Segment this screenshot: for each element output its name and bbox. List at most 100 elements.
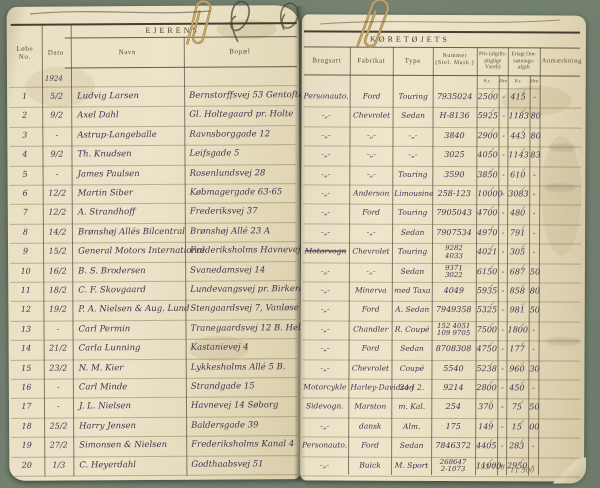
cell-pris-ore: -	[501, 286, 505, 296]
cell-bopael: Frederiksholms Havnevej 8	[190, 245, 309, 256]
cell-dato: 27/2	[49, 440, 68, 450]
cell-type: Sedan	[401, 111, 425, 121]
cell-lobe-no: 5	[22, 169, 28, 179]
cell-fabrikat: Harley-Davidson	[350, 382, 414, 392]
pencil-tick: ✓	[489, 301, 495, 309]
cell-pris-kr: 2500 ✓	[477, 88, 499, 102]
cell-nummer: 7907534	[436, 227, 472, 237]
cell-pris-kr: 5925 ✓	[477, 107, 498, 121]
cell-navn: Ludvig Larsen	[77, 91, 140, 102]
table-row: -„- Minerva med Taxa 4049 5935 ✓ -858 ✓ 80	[301, 282, 585, 303]
cell-nummer: 8708308	[435, 344, 472, 354]
cell-nummer: 7846372	[435, 441, 471, 451]
cell-afgift-ore: 80	[530, 111, 541, 121]
cell-afgift-kr: 1183 ✓	[508, 107, 529, 121]
table-row: -„- Ford Touring 7905043 4700 ✓ -480 ✓ -	[301, 205, 585, 226]
cell-lobe-no: 8	[22, 227, 29, 237]
cell-nummer: 4049	[443, 286, 465, 296]
cell-brugsart: -„-	[321, 169, 331, 179]
cell-afgift-kr: 177 ✓	[509, 340, 526, 354]
cell-afgift-ore: -	[532, 169, 536, 179]
pencil-tick: ✓	[520, 359, 526, 367]
cell-afgift-kr: 75 ✓	[511, 398, 526, 412]
cell-navn: Harry Jensen	[79, 420, 137, 432]
table-row: 5 - James Paulsen Rosenlundsvej 28	[8, 165, 300, 186]
pencil-tick: ✓	[521, 127, 527, 135]
cell-dato: 25/2	[49, 421, 68, 431]
pencil-tick: ✓	[490, 185, 496, 193]
cell-bopael: Gl. Holtegaard pr. Holte	[189, 109, 294, 121]
cell-dato: 9/2	[50, 110, 64, 121]
cell-fabrikat: Buick	[359, 460, 381, 470]
pencil-tick: ✓	[521, 146, 527, 154]
cell-nummer: H-8136	[439, 111, 470, 121]
cell-afgift-ore: 50	[529, 305, 540, 315]
cell-lobe-no: 9	[22, 246, 29, 256]
cell-pris-kr: 370 ✓	[478, 398, 495, 412]
cell-nummer: 268647 2-1073	[439, 457, 467, 474]
cell-brugsart: -„-	[320, 266, 330, 276]
cell-fabrikat: Ford	[362, 208, 381, 218]
pencil-note: 193 708	[476, 463, 506, 472]
cell-bopael: Stengaardsvej 7, Vanløse	[190, 303, 299, 315]
cell-pris-ore: -	[501, 208, 505, 218]
cell-navn: Axel Dahl	[77, 110, 119, 121]
cell-lobe-no: 7	[22, 208, 28, 218]
cell-dato: 9/2	[50, 149, 64, 159]
cell-navn: General Motors International	[78, 245, 205, 257]
cell-pris-kr: 2900 ✓	[477, 127, 498, 141]
cell-afgift-kr: 415 ✓	[510, 88, 527, 102]
cell-type: Limousine	[394, 188, 434, 198]
table-row: 12 19/2 P. A. Nielsen & Aug. Lund Stengaard…	[8, 300, 300, 322]
cell-pris-kr: 10000 ✓	[477, 185, 503, 199]
cell-navn: James Paulsen	[77, 168, 140, 180]
cell-navn: Simonsen & Nielsen	[79, 440, 168, 451]
cell-afgift-ore: 80	[529, 286, 541, 296]
cell-afgift-kr: 687 ✓	[509, 262, 526, 276]
cell-lobe-no: 1	[22, 91, 28, 101]
cell-pris-ore: -	[500, 422, 504, 432]
cell-type: m. Kal.	[398, 402, 426, 412]
cell-type: R. Coupé	[394, 324, 430, 334]
table-row: 15 23/2 N. M. Kier Lykkesholms Allé 5 B.	[9, 359, 301, 380]
cell-lobe-no: 10	[20, 266, 31, 276]
table-row: -„- Chevrolet Sedan H-8136 5925 ✓ -1183 ✓ 80	[302, 108, 586, 129]
cell-type: Touring	[398, 91, 428, 101]
cell-afgift-kr: 960 ✓	[509, 359, 526, 373]
cell-navn: Carl Minde	[78, 382, 128, 393]
cell-brugsart: Sidevogn.	[306, 401, 344, 411]
cell-navn: J. L. Nielsen	[78, 401, 132, 412]
table-row: 10 16/2 B. S. Brodersen Svanedamsvej 14	[8, 262, 300, 283]
cell-lobe-no: 13	[20, 324, 32, 334]
cell-brugsart: -„-	[320, 460, 330, 470]
cell-bopael: Bernstorffsvej 53 Gentofte	[189, 90, 304, 101]
cell-bopael: Leifsgade 5	[189, 148, 240, 159]
cell-lobe-no: 16	[21, 382, 32, 392]
cell-type: -„-	[408, 150, 418, 160]
cell-type: Coupé	[399, 363, 425, 373]
pencil-tick: ✓	[489, 340, 495, 348]
cell-pris-ore: -	[500, 441, 504, 451]
pencil-tick: ✓	[520, 262, 526, 270]
cell-bopael: Købmagergade 63-65	[189, 187, 283, 198]
cell-lobe-no: 2	[22, 111, 28, 121]
cell-bopael: Godthaabsvej 51	[191, 458, 264, 470]
cell-nummer: 9371 3022	[444, 263, 463, 280]
cell-pris-kr: 3850 ✓	[477, 165, 498, 179]
cell-afgift-kr: 283 ✓	[508, 437, 526, 451]
cell-pris-ore: -	[502, 111, 505, 121]
cell-afgift-ore: -	[531, 441, 535, 451]
table-row: 19 27/2 Simonsen & Nielsen Frederiksholms K…	[9, 436, 301, 458]
cell-fabrikat: dansk	[358, 421, 382, 431]
table-row: 6 12/2 Martin Siber Købmagergade 63-65	[8, 184, 300, 206]
cell-fabrikat: Chevrolet	[352, 246, 390, 256]
pencil-tick: ✓	[521, 165, 527, 173]
cell-brugsart: Personauto.	[302, 440, 348, 450]
cell-dato: 15/2	[48, 246, 67, 256]
cell-lobe-no: 18	[21, 421, 32, 431]
page-gutter-shadow	[294, 6, 306, 482]
cell-bopael: Strandgade 15	[190, 381, 255, 392]
cell-nummer: 7905043	[436, 208, 472, 218]
cell-afgift-kr: 791 ✓	[509, 224, 527, 238]
